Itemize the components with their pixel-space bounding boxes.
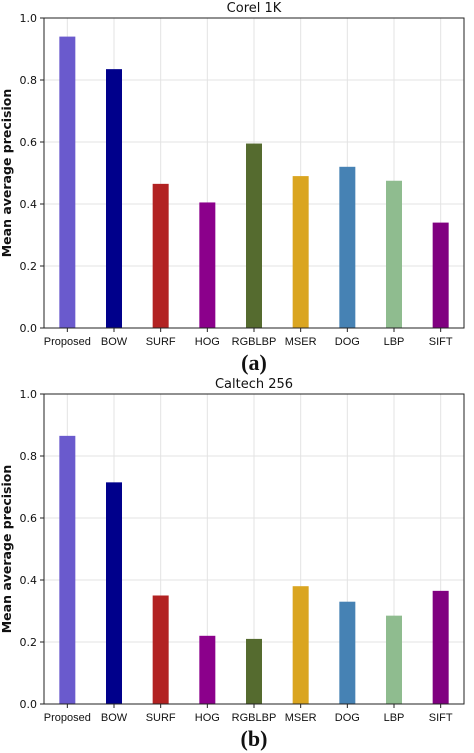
bar-lbp (386, 615, 402, 704)
x-tick-label: HOG (195, 336, 220, 348)
chart-title: Corel 1K (227, 1, 282, 16)
y-tick-label: 0.2 (20, 260, 38, 273)
y-tick-label: 0.4 (20, 574, 38, 587)
bar-mser (292, 176, 309, 328)
x-tick-label: Proposed (44, 336, 91, 348)
x-tick-label: DOG (335, 336, 360, 348)
y-tick-label: 0.6 (20, 136, 38, 149)
plot-frame (43, 17, 465, 329)
panel-label: (a) (241, 350, 267, 375)
bar-rgblbp (246, 143, 262, 328)
bar-proposed (59, 435, 76, 704)
bar-sift (432, 590, 449, 704)
x-tick-label: BOW (101, 712, 128, 724)
x-tick-label: LBP (384, 336, 405, 348)
bar-bow (106, 69, 122, 329)
bar-dog (339, 601, 356, 704)
chart-panel-b: Caltech 256 0.0 0.2 0.4 0.6 0.8 1.0 Proposed BOW… (0, 376, 474, 753)
y-tick-label: 0.4 (20, 198, 38, 211)
x-tick-label: SURF (146, 336, 176, 348)
y-axis-title: Mean average precision (0, 89, 14, 258)
y-axis-title: Mean average precision (0, 465, 14, 634)
x-tick-label: RGBLBP (232, 712, 277, 724)
x-tick-label: SURF (146, 712, 176, 724)
x-tick-label: MSER (285, 336, 317, 348)
y-tick-label: 1.0 (20, 388, 38, 401)
y-tick-label: 0.8 (20, 74, 38, 87)
y-tick-label: 0.8 (20, 450, 38, 463)
bar-dog (339, 166, 356, 328)
chart-b-svg: Caltech 256 0.0 0.2 0.4 0.6 0.8 1.0 Proposed BOW… (0, 377, 465, 751)
bar-lbp (386, 180, 402, 328)
bar-proposed (59, 36, 76, 328)
y-tick-label: 0.0 (20, 322, 38, 335)
bar-surf (152, 595, 169, 704)
x-tick-label: LBP (384, 712, 405, 724)
chart-title: Caltech 256 (215, 377, 293, 392)
x-tick-label: BOW (101, 336, 128, 348)
bar-hog (199, 202, 216, 328)
chart-a-svg: Corel 1K 0.0 0.2 0.4 0.6 0.8 1.0 Proposed BOW SUR… (0, 1, 465, 375)
bar-bow (106, 482, 122, 704)
bar-surf (152, 183, 169, 328)
y-tick-label: 0.6 (20, 512, 38, 525)
bar-mser (292, 586, 309, 704)
x-tick-label: Proposed (44, 712, 91, 724)
x-tick-label: RGBLBP (232, 336, 277, 348)
x-tick-label: MSER (285, 712, 317, 724)
x-tick-label: DOG (335, 712, 360, 724)
bar-sift (432, 222, 449, 328)
x-tick-label: HOG (195, 712, 220, 724)
y-tick-label: 1.0 (20, 12, 38, 25)
x-tick-label: SIFT (429, 336, 453, 348)
bar-rgblbp (246, 638, 262, 704)
plot-frame (43, 393, 465, 705)
x-tick-label: SIFT (429, 712, 453, 724)
y-tick-label: 0.0 (20, 698, 38, 711)
panel-label: (b) (241, 726, 268, 751)
bar-hog (199, 635, 216, 704)
y-tick-label: 0.2 (20, 636, 38, 649)
chart-panel-a: Corel 1K 0.0 0.2 0.4 0.6 0.8 1.0 Proposed BOW SUR… (0, 0, 474, 376)
